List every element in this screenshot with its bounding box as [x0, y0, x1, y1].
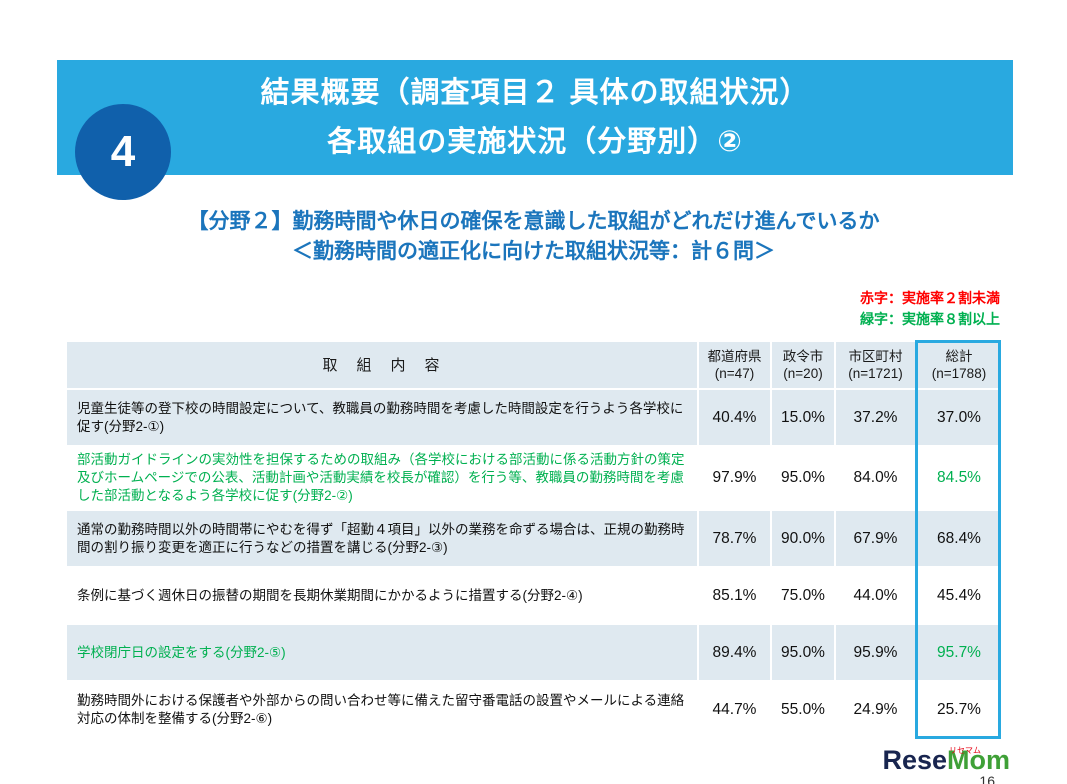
- value-total: 37.0%: [915, 388, 1003, 447]
- value-total: 95.7%: [915, 623, 1003, 682]
- table-row: 学校閉庁日の設定をする(分野2-⑤) 89.4% 95.0% 95.9% 95.…: [65, 623, 1003, 682]
- row-text: 勤務時間外における保護者や外部からの問い合わせ等に備えた留守番電話の設置やメール…: [65, 680, 699, 739]
- title-line-1: 結果概要（調査項目２ 具体の取組状況）: [260, 77, 810, 109]
- value-designated-cities: 95.0%: [770, 445, 836, 511]
- results-table-wrap: 取 組 内 容 都道府県 (n=47) 政令市 (n=20) 市区町村 (n=1…: [65, 340, 1003, 739]
- value-prefectures: 40.4%: [697, 388, 772, 447]
- value-total: 25.7%: [915, 680, 1003, 739]
- title-banner: 結果概要（調査項目２ 具体の取組状況） 各取組の実施状況（分野別）②: [57, 60, 1013, 175]
- subtitle-line-1: 【分野２】勤務時間や休日の確保を意識した取組がどれだけ進んでいるか: [187, 210, 880, 233]
- table-row: 通常の勤務時間以外の時間帯にやむを得ず「超勤４項目」以外の業務を命ずる場合は、正…: [65, 509, 1003, 568]
- value-designated-cities: 75.0%: [770, 566, 836, 625]
- legend-green-note: 緑字：実施率８割以上: [860, 311, 1000, 327]
- legend: 赤字：実施率２割未満 緑字：実施率８割以上: [860, 288, 1000, 330]
- value-total: 45.4%: [915, 566, 1003, 625]
- value-municipalities: 95.9%: [834, 623, 917, 682]
- value-prefectures: 44.7%: [697, 680, 772, 739]
- value-municipalities: 84.0%: [834, 445, 917, 511]
- value-prefectures: 78.7%: [697, 509, 772, 568]
- table-row: 児童生徒等の登下校の時間設定について、教職員の勤務時間を考慮した時間設定を行うよ…: [65, 388, 1003, 447]
- value-municipalities: 37.2%: [834, 388, 917, 447]
- logo-text-mom: リセマム Mom: [947, 745, 1010, 775]
- subtitle-line-2: ＜勤務時間の適正化に向けた取組状況等：計６問＞: [292, 240, 775, 263]
- resemom-logo: Rese リセマム Mom: [882, 745, 1010, 775]
- value-designated-cities: 95.0%: [770, 623, 836, 682]
- table-row: 勤務時間外における保護者や外部からの問い合わせ等に備えた留守番電話の設置やメール…: [65, 680, 1003, 739]
- slide-number-badge: 4: [75, 104, 171, 200]
- value-total: 68.4%: [915, 509, 1003, 568]
- value-total: 84.5%: [915, 445, 1003, 511]
- row-text: 児童生徒等の登下校の時間設定について、教職員の勤務時間を考慮した時間設定を行うよ…: [65, 388, 699, 447]
- value-prefectures: 97.9%: [697, 445, 772, 511]
- slide-number: 4: [110, 127, 136, 176]
- table-header-row: 取 組 内 容 都道府県 (n=47) 政令市 (n=20) 市区町村 (n=1…: [65, 340, 1003, 390]
- column-header-content: 取 組 内 容: [65, 340, 699, 390]
- row-text: 部活動ガイドラインの実効性を担保するための取組み（各学校における部活動に係る活動…: [65, 445, 699, 511]
- row-text: 学校閉庁日の設定をする(分野2-⑤): [65, 623, 699, 682]
- logo-ruby: リセマム: [949, 746, 981, 755]
- value-municipalities: 44.0%: [834, 566, 917, 625]
- row-text: 条例に基づく週休日の振替の期間を長期休業期間にかかるように措置する(分野2-④): [65, 566, 699, 625]
- column-header-prefectures: 都道府県 (n=47): [697, 340, 772, 390]
- value-prefectures: 85.1%: [697, 566, 772, 625]
- value-municipalities: 67.9%: [834, 509, 917, 568]
- value-municipalities: 24.9%: [834, 680, 917, 739]
- logo-text-rese: Rese: [882, 745, 947, 775]
- results-table: 取 組 内 容 都道府県 (n=47) 政令市 (n=20) 市区町村 (n=1…: [65, 340, 1003, 739]
- value-prefectures: 89.4%: [697, 623, 772, 682]
- value-designated-cities: 15.0%: [770, 388, 836, 447]
- title-line-2: 各取組の実施状況（分野別）②: [327, 126, 743, 158]
- column-header-designated-cities: 政令市 (n=20): [770, 340, 836, 390]
- row-text: 通常の勤務時間以外の時間帯にやむを得ず「超勤４項目」以外の業務を命ずる場合は、正…: [65, 509, 699, 568]
- column-header-total: 総計 (n=1788): [915, 340, 1003, 390]
- table-row: 部活動ガイドラインの実効性を担保するための取組み（各学校における部活動に係る活動…: [65, 445, 1003, 511]
- value-designated-cities: 90.0%: [770, 509, 836, 568]
- subtitle: 【分野２】勤務時間や休日の確保を意識した取組がどれだけ進んでいるか ＜勤務時間の…: [0, 207, 1067, 267]
- table-row: 条例に基づく週休日の振替の期間を長期休業期間にかかるように措置する(分野2-④)…: [65, 566, 1003, 625]
- page-number: 16: [979, 773, 995, 784]
- legend-red-note: 赤字：実施率２割未満: [860, 290, 1000, 306]
- value-designated-cities: 55.0%: [770, 680, 836, 739]
- column-header-municipalities: 市区町村 (n=1721): [834, 340, 917, 390]
